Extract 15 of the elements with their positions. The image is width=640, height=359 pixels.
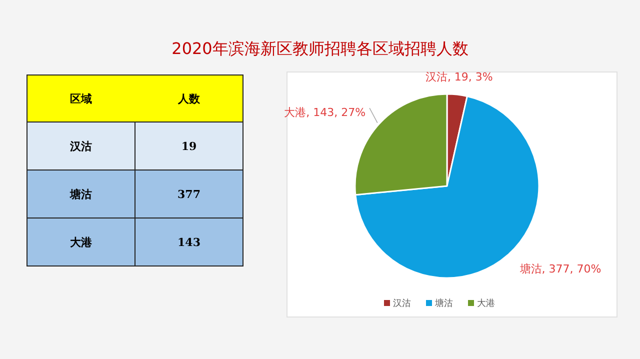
data-label: 汉沽, 19, 3% <box>425 70 493 84</box>
text: 2020年滨海新区教师招聘各区域招聘人数 <box>172 39 468 58</box>
category-label: 汉沽 <box>69 140 92 153</box>
data-label: 大港, 143, 27% <box>284 106 366 120</box>
legend-label: 大港 <box>477 298 495 309</box>
legend-label: 汉沽 <box>393 298 411 309</box>
text: 19 <box>181 140 197 153</box>
text: 区域 <box>70 92 92 106</box>
text: 143 <box>178 236 200 249</box>
data-label: 塘沽, 377, 70% <box>518 262 602 276</box>
category-label: 大港 <box>70 236 93 249</box>
text: 377 <box>178 188 200 201</box>
category-label: 塘沽 <box>69 188 92 201</box>
legend-label: 塘沽 <box>434 298 453 309</box>
text: 人数 <box>177 92 201 106</box>
